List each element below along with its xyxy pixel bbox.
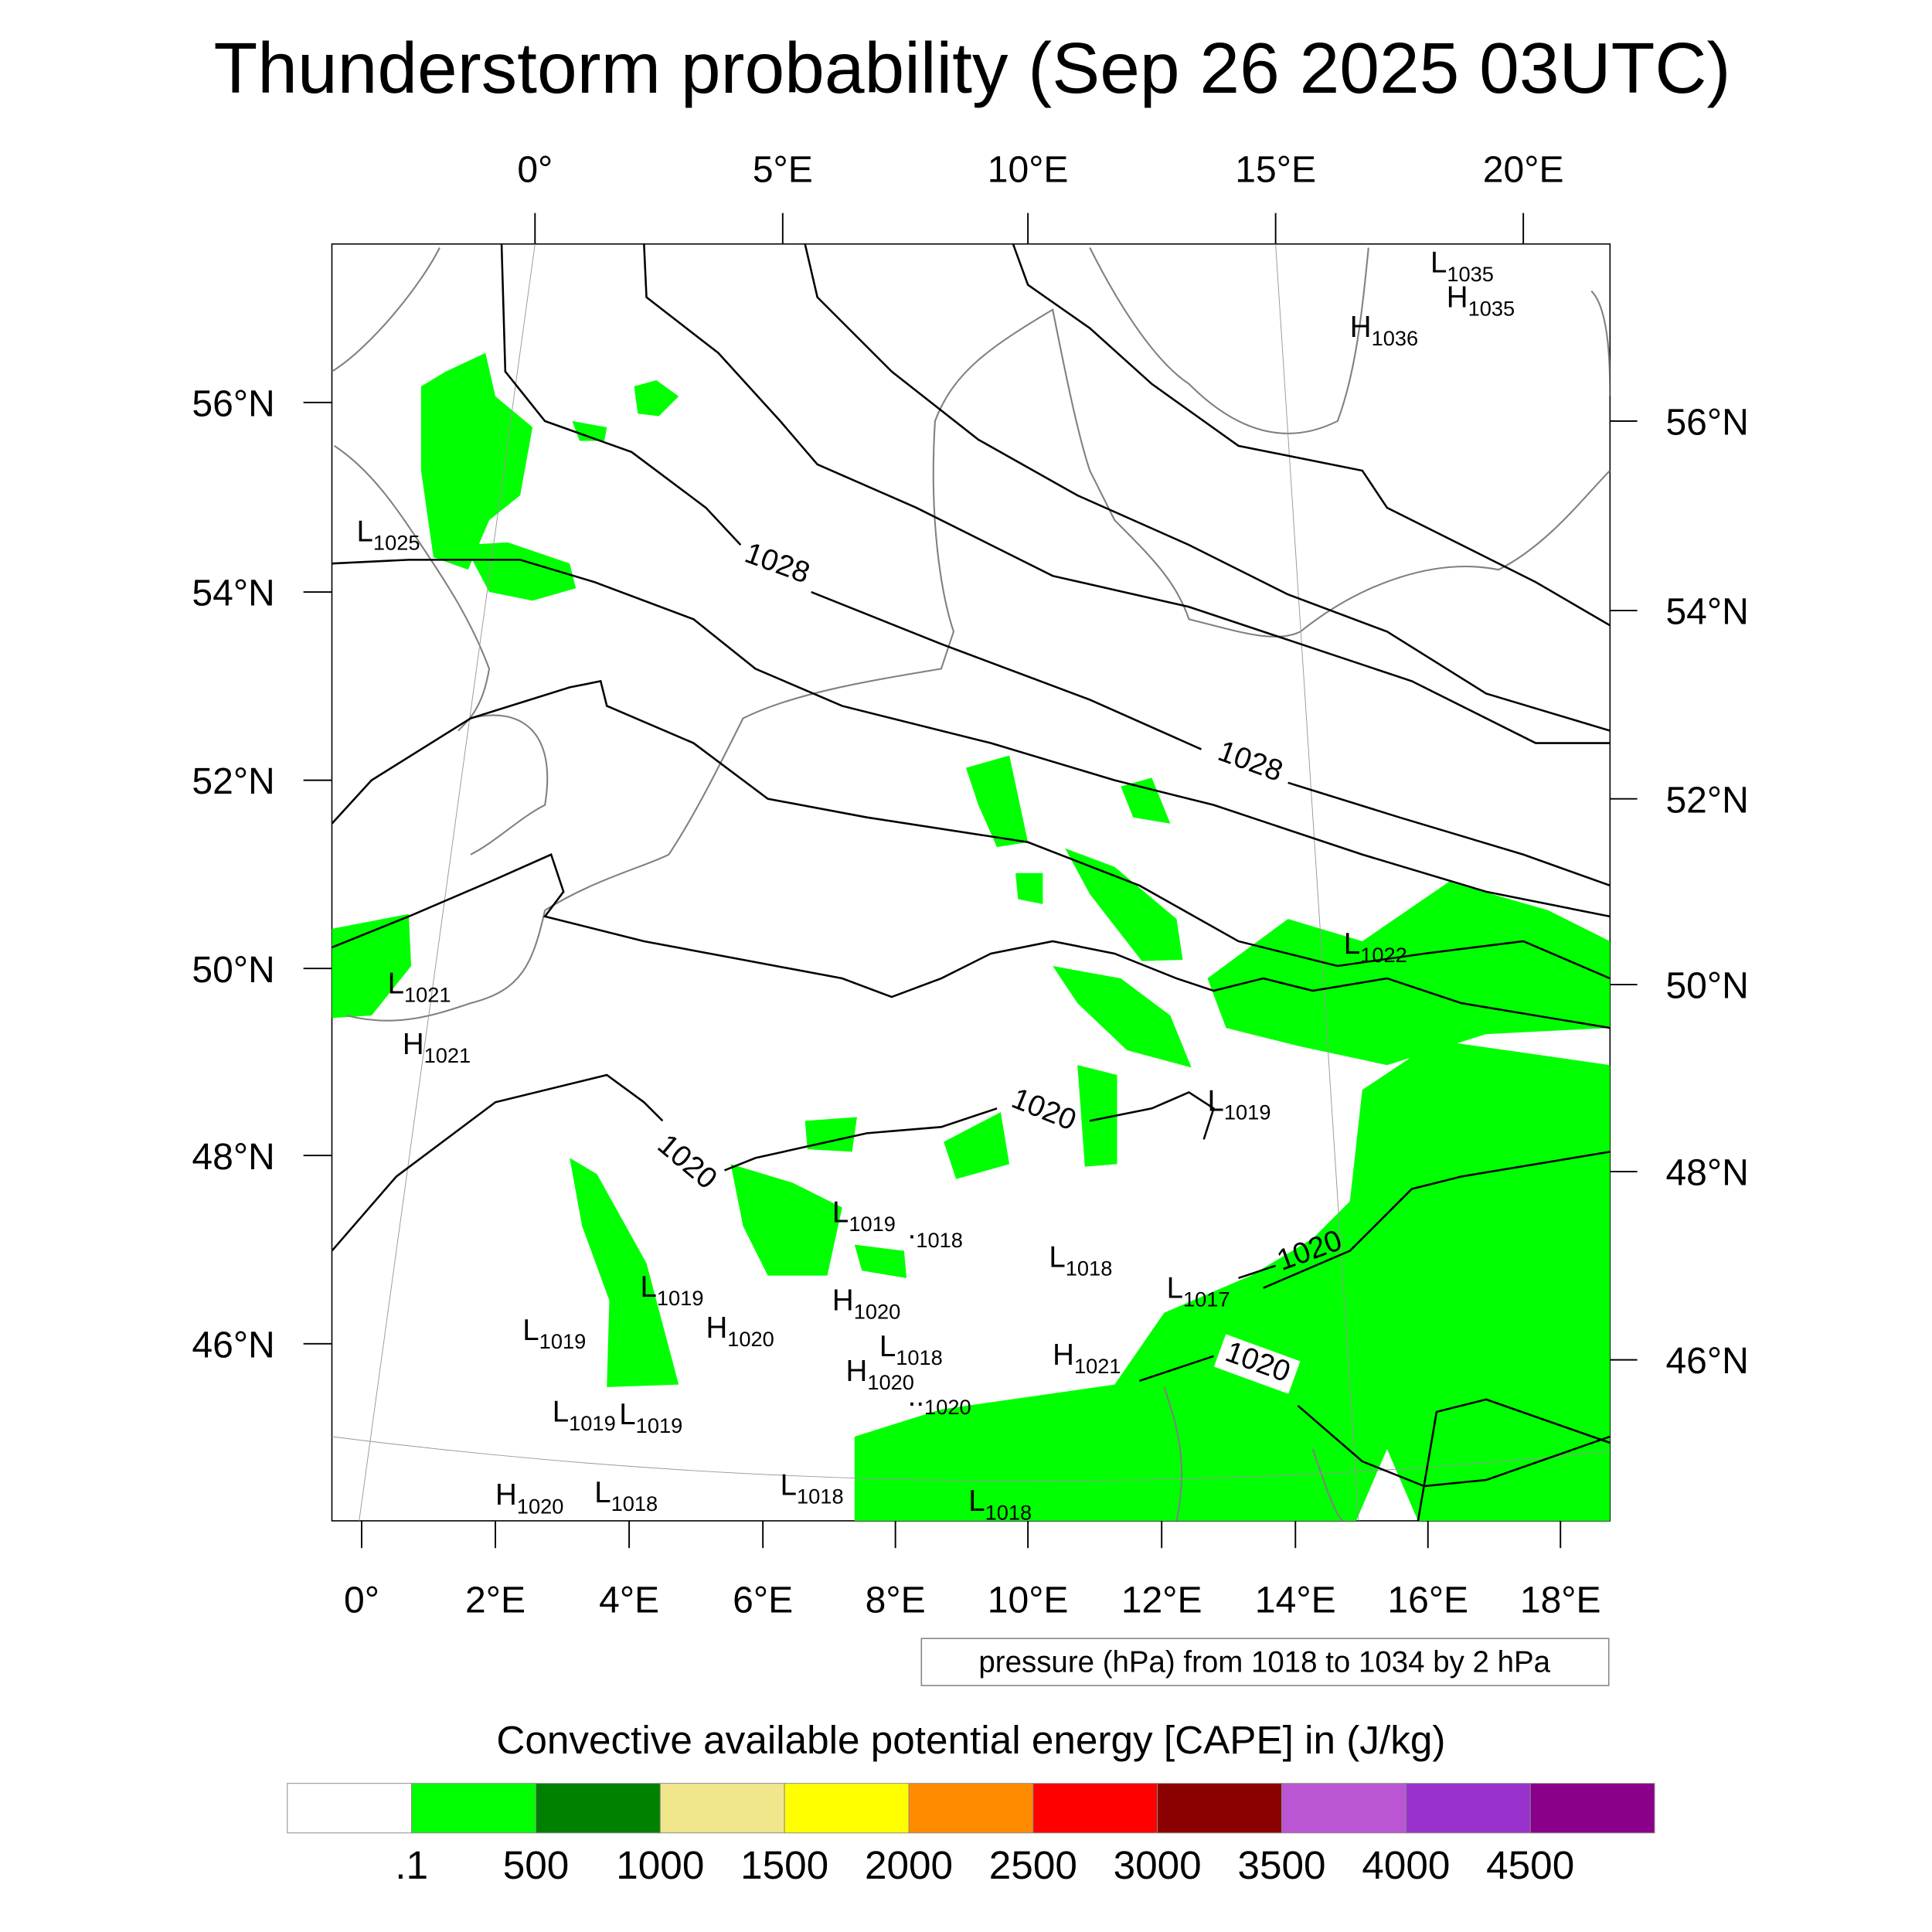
pressure-centers: L1025L1021H1021L1022L1019L1019.1018L1018…	[357, 247, 1515, 1524]
high-pressure-label: H1021	[1053, 1338, 1121, 1378]
low-pressure-label: L1019	[1208, 1085, 1271, 1124]
top-lon-label: 0°	[517, 149, 553, 191]
colorbar-label: 1500	[740, 1843, 828, 1887]
colorbar-label: 4500	[1486, 1843, 1574, 1887]
top-lon-label: 20°E	[1483, 149, 1564, 191]
high-pressure-label: H1036	[1350, 311, 1418, 350]
colorbar-label: 4000	[1362, 1843, 1450, 1887]
low-pressure-label: L1019	[619, 1398, 682, 1437]
colorbar-swatch	[659, 1783, 785, 1834]
low-pressure-label: L1019	[522, 1314, 586, 1353]
colorbar-swatch	[287, 1783, 413, 1834]
low-pressure-label: L1021	[388, 967, 451, 1006]
low-pressure-label: L1035	[1430, 247, 1494, 286]
isobars	[332, 243, 1611, 1521]
low-pressure-label: L1018	[879, 1330, 943, 1369]
colorbar-swatch	[1529, 1783, 1655, 1834]
low-pressure-label: L1018	[968, 1485, 1032, 1524]
top-lon-label: 10°E	[988, 149, 1069, 191]
colorbar-swatch	[411, 1783, 536, 1834]
low-pressure-label: ..1020	[908, 1379, 971, 1419]
low-pressure-label: L1025	[357, 515, 420, 554]
colorbar-swatch	[908, 1783, 1034, 1834]
bottom-lon-label: 4°E	[599, 1580, 659, 1621]
right-lat-label: 56°N	[1665, 402, 1748, 444]
colorbar-label: 2500	[989, 1843, 1077, 1887]
bottom-lon-label: 12°E	[1121, 1580, 1202, 1621]
colorbar-swatch	[535, 1783, 661, 1834]
bottom-lon-label: 8°E	[866, 1580, 926, 1621]
right-lat-label: 48°N	[1665, 1152, 1748, 1194]
high-pressure-label: H1021	[403, 1028, 471, 1067]
top-lon-label: 5°E	[753, 149, 813, 191]
colorbar-swatch	[1281, 1783, 1406, 1834]
colorbar-swatch	[784, 1783, 910, 1834]
colorbar-swatch	[1032, 1783, 1158, 1834]
colorbar-label: 3500	[1237, 1843, 1325, 1887]
coastlines	[332, 247, 1611, 1521]
colorbar: .1 500 1000 1500 2000 2500 3000 3500 4000 4500	[287, 1783, 1655, 1887]
high-pressure-label: H1020	[846, 1355, 914, 1394]
bottom-lon-label: 6°E	[733, 1580, 793, 1621]
low-pressure-label: L1019	[641, 1270, 704, 1310]
high-pressure-label: H1020	[706, 1311, 774, 1351]
right-lat-label: 52°N	[1665, 779, 1748, 821]
left-lat-label: 48°N	[192, 1136, 274, 1178]
left-lat-label: 56°N	[192, 383, 274, 424]
left-lat-label: 54°N	[192, 573, 274, 614]
colorbar-label: 500	[503, 1843, 570, 1887]
colorbar-label: 2000	[865, 1843, 953, 1887]
map-axes: 0° 5°E 10°E 15°E 20°E 0° 2°E 4°E 6°E 8°E 10°E 12°E 1…	[192, 149, 1748, 1621]
bottom-lon-label: 10°E	[988, 1580, 1069, 1621]
bottom-lon-label: 16°E	[1387, 1580, 1468, 1621]
bottom-lon-label: 0°	[344, 1580, 379, 1621]
left-lat-label: 46°N	[192, 1324, 274, 1366]
left-lat-label: 50°N	[192, 949, 274, 991]
colorbar-label: 1000	[616, 1843, 704, 1887]
high-pressure-label: H1020	[832, 1284, 900, 1324]
high-pressure-label: H1020	[495, 1478, 563, 1518]
right-lat-label: 50°N	[1665, 965, 1748, 1007]
contour-info-box: pressure (hPa) from 1018 to 1034 by 2 hP…	[920, 1638, 1610, 1686]
low-pressure-label: L1018	[1049, 1240, 1112, 1280]
right-lat-label: 46°N	[1665, 1340, 1748, 1382]
colorbar-label: .1	[395, 1843, 428, 1887]
right-lat-label: 54°N	[1665, 591, 1748, 633]
bottom-lon-label: 2°E	[465, 1580, 526, 1621]
colorbar-swatch	[1157, 1783, 1282, 1834]
colorbar-swatch	[1405, 1783, 1531, 1834]
low-pressure-label: L1018	[594, 1476, 658, 1515]
low-pressure-label: L1019	[832, 1196, 896, 1236]
contour-info-text: pressure (hPa) from 1018 to 1034 by 2 hP…	[978, 1645, 1550, 1679]
bottom-lon-label: 14°E	[1255, 1580, 1336, 1621]
map-title: Thunderstorm probability (Sep 26 2025 03…	[214, 28, 1731, 108]
low-pressure-label: L1022	[1344, 927, 1407, 967]
colorbar-title: Convective available potential energy [C…	[496, 1718, 1445, 1762]
low-pressure-label: L1018	[781, 1468, 844, 1508]
low-pressure-label: L1019	[553, 1396, 616, 1435]
low-pressure-label: L1017	[1167, 1271, 1230, 1311]
bottom-lon-label: 18°E	[1520, 1580, 1601, 1621]
high-pressure-label: H1035	[1447, 281, 1515, 320]
colorbar-label: 3000	[1114, 1843, 1202, 1887]
left-lat-label: 52°N	[192, 760, 274, 802]
top-lon-label: 15°E	[1235, 149, 1316, 191]
low-pressure-label: .1018	[908, 1213, 963, 1252]
